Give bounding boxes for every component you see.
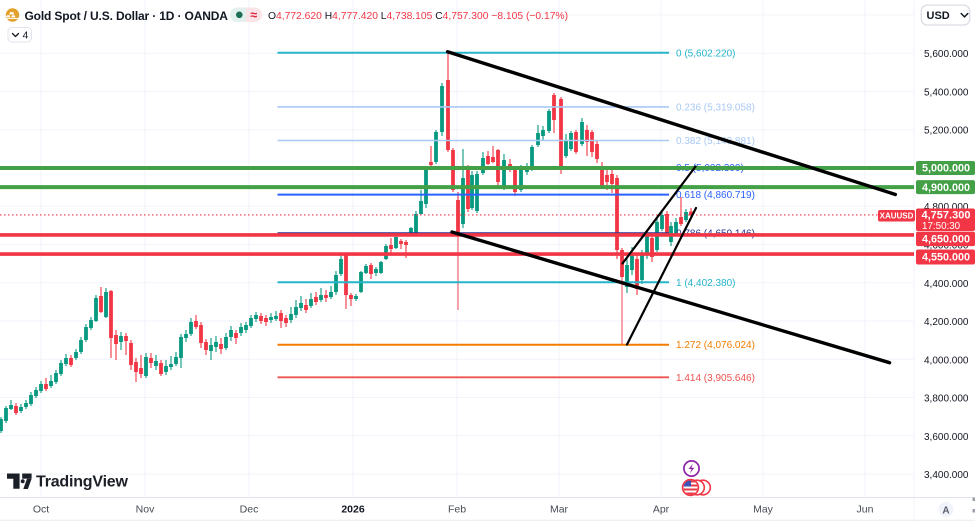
svg-text:≈: ≈ — [250, 8, 257, 22]
svg-text:4: 4 — [23, 30, 29, 42]
svg-text:1.414 (3,905.646): 1.414 (3,905.646) — [676, 373, 755, 384]
svg-text:2026: 2026 — [341, 504, 365, 516]
svg-text:4,000.000: 4,000.000 — [924, 355, 969, 366]
svg-text:Jun: Jun — [857, 504, 874, 516]
svg-text:Apr: Apr — [653, 504, 670, 516]
svg-text:4,650.000: 4,650.000 — [922, 234, 970, 246]
svg-text:0.618 (4,860.719): 0.618 (4,860.719) — [676, 190, 755, 201]
svg-text:3,400.000: 3,400.000 — [924, 470, 969, 481]
svg-text:A: A — [942, 505, 949, 516]
svg-text:0 (5,602.220): 0 (5,602.220) — [676, 48, 736, 59]
svg-text:TradingView: TradingView — [36, 473, 129, 490]
svg-text:5,200.000: 5,200.000 — [924, 126, 969, 137]
svg-text:Nov: Nov — [136, 504, 155, 516]
svg-text:4,550.000: 4,550.000 — [922, 252, 970, 264]
svg-text:5,000.000: 5,000.000 — [922, 163, 970, 175]
svg-text:Dec: Dec — [240, 504, 259, 516]
svg-text:5,400.000: 5,400.000 — [924, 88, 969, 99]
svg-text:XAUUSD: XAUUSD — [880, 212, 914, 221]
svg-text:4,757.300: 4,757.300 — [922, 210, 971, 222]
svg-text:May: May — [753, 504, 774, 516]
svg-text:O4,772.620 H4,777.420 L4,738.1: O4,772.620 H4,777.420 L4,738.105 C4,757.… — [268, 11, 568, 22]
svg-text:Oct: Oct — [33, 504, 49, 516]
svg-text:4,400.000: 4,400.000 — [924, 279, 969, 290]
svg-text:1.272 (4,076.024): 1.272 (4,076.024) — [676, 340, 755, 351]
svg-text:3,600.000: 3,600.000 — [924, 432, 969, 443]
svg-text:Mar: Mar — [550, 504, 569, 516]
svg-text:5,600.000: 5,600.000 — [924, 49, 969, 60]
svg-text:1 (4,402.380): 1 (4,402.380) — [676, 278, 736, 289]
svg-text:USD: USD — [927, 10, 950, 22]
svg-text:4,200.000: 4,200.000 — [924, 317, 969, 328]
svg-text:4,900.000: 4,900.000 — [922, 182, 970, 194]
svg-text:0.236 (5,319.058): 0.236 (5,319.058) — [676, 102, 755, 113]
svg-text:Gold Spot / U.S. Dollar · 1D ·: Gold Spot / U.S. Dollar · 1D · OANDA — [25, 9, 229, 23]
svg-text:17:50:30: 17:50:30 — [922, 221, 961, 232]
svg-text:Feb: Feb — [448, 504, 466, 516]
svg-text:3,800.000: 3,800.000 — [924, 394, 969, 405]
